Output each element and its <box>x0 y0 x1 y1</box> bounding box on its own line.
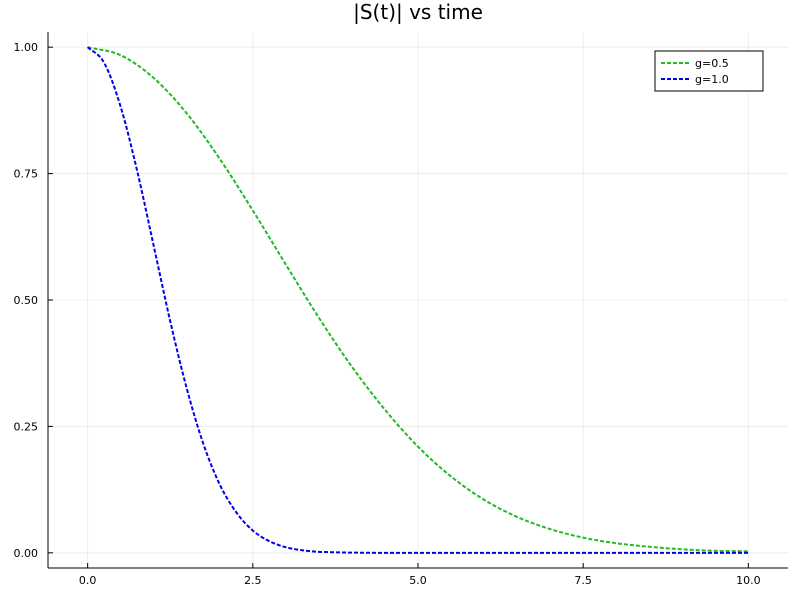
x-tick-label: 7.5 <box>574 574 592 587</box>
y-axis-ticks: 0.00 0.25 0.50 0.75 1.00 <box>14 41 53 560</box>
legend-label: g=1.0 <box>695 73 729 86</box>
y-tick-label: 1.00 <box>14 41 39 54</box>
x-axis-ticks: 0.0 2.5 5.0 7.5 10.0 <box>79 563 761 587</box>
y-tick-label: 0.00 <box>14 547 39 560</box>
y-tick-label: 0.75 <box>14 168 39 181</box>
legend-label: g=0.5 <box>695 57 729 70</box>
x-tick-label: 10.0 <box>736 574 761 587</box>
chart-title: |S(t)| vs time <box>353 0 483 24</box>
series-lines <box>86 46 749 554</box>
x-tick-label: 5.0 <box>409 574 427 587</box>
x-tick-label: 0.0 <box>79 574 97 587</box>
grid <box>48 32 788 568</box>
y-tick-label: 0.50 <box>14 294 39 307</box>
legend-box <box>654 50 764 92</box>
series-line-2 <box>86 46 749 554</box>
x-tick-label: 2.5 <box>244 574 262 587</box>
legend: g=0.5 g=1.0 <box>654 50 764 92</box>
series-line-1 <box>87 46 749 553</box>
y-tick-label: 0.25 <box>14 420 39 433</box>
